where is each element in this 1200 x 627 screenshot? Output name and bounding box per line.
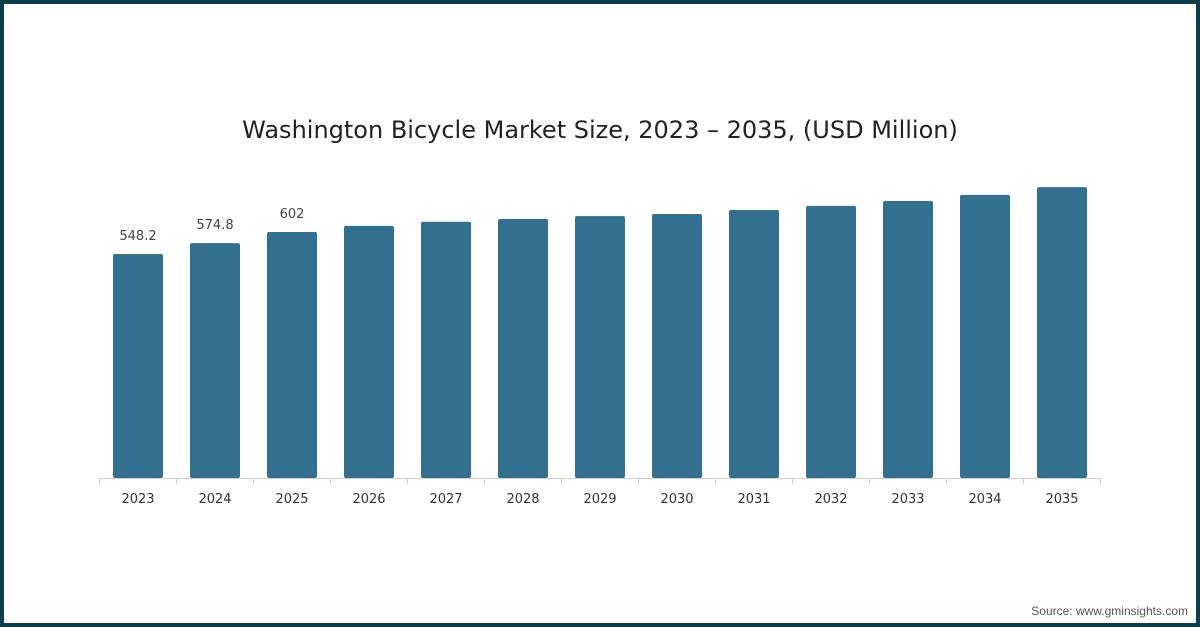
bar-2033 bbox=[883, 200, 933, 479]
data-label: 574.8 bbox=[196, 218, 233, 233]
bar-2029 bbox=[575, 216, 625, 478]
bar-2023 bbox=[113, 254, 163, 478]
data-label: 548.2 bbox=[119, 229, 156, 244]
bar-2032 bbox=[806, 205, 856, 479]
x-tick-label: 2030 bbox=[660, 492, 693, 507]
x-tick-label: 2024 bbox=[198, 492, 231, 507]
x-tick-label: 2031 bbox=[737, 492, 770, 507]
bar-2030 bbox=[652, 214, 702, 478]
bar-2034 bbox=[960, 194, 1010, 479]
bar-2024 bbox=[190, 243, 240, 478]
bar-2026 bbox=[344, 225, 394, 478]
x-tick-label: 2035 bbox=[1045, 492, 1078, 507]
chart-title: Washington Bicycle Market Size, 2023 – 2… bbox=[242, 116, 958, 144]
x-tick-label: 2033 bbox=[891, 492, 924, 507]
bar-2025 bbox=[267, 232, 317, 478]
data-label: 602 bbox=[280, 207, 305, 222]
x-tick-label: 2027 bbox=[429, 492, 462, 507]
x-tick-label: 2025 bbox=[275, 492, 308, 507]
x-tick-label: 2029 bbox=[583, 492, 616, 507]
bar-2035 bbox=[1037, 187, 1087, 478]
bar-2031 bbox=[729, 209, 779, 478]
x-tick-label: 2034 bbox=[968, 492, 1001, 507]
bar-2027 bbox=[421, 221, 471, 479]
x-tick-label: 2023 bbox=[121, 492, 154, 507]
x-tick-label: 2028 bbox=[506, 492, 539, 507]
bar-2028 bbox=[498, 218, 548, 478]
x-tick-label: 2026 bbox=[352, 492, 385, 507]
x-tick-label: 2032 bbox=[814, 492, 847, 507]
source-note: Source: www.gminsights.com bbox=[1031, 604, 1188, 618]
